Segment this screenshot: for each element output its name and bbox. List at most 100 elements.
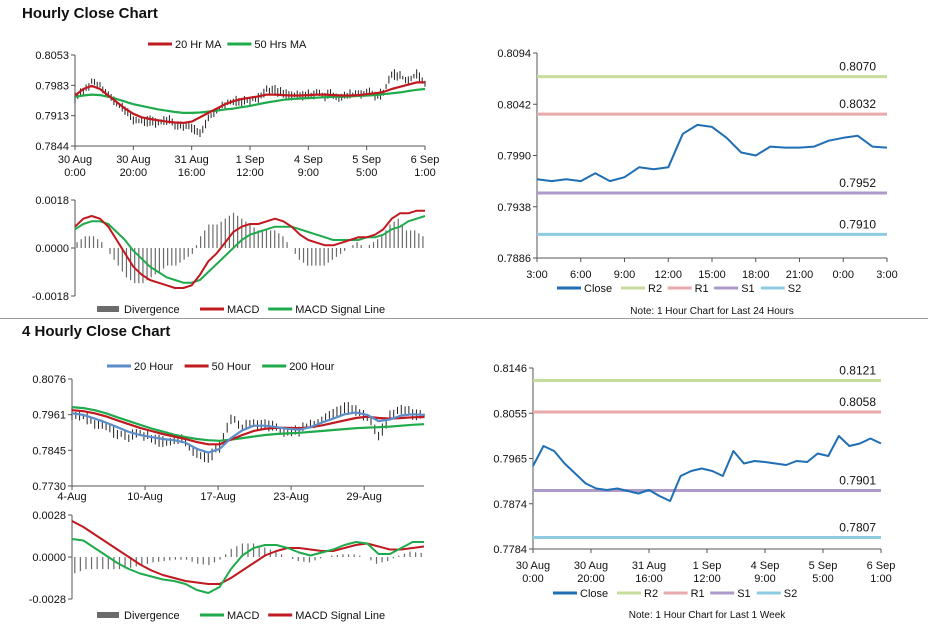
fhmacd-ytick-label: -0.0028 (29, 594, 66, 606)
fhclose-legend-label: S2 (784, 588, 797, 600)
hclose-level-s1-label: 0.7952 (839, 176, 876, 190)
fhprice-ytick-label: 0.8076 (32, 374, 66, 386)
fhclose-close-line (532, 435, 882, 502)
hclose-legend-label: R2 (648, 283, 662, 295)
fhclose-level-r2-label: 0.8121 (839, 364, 876, 378)
fhclose-legend-label: R1 (691, 588, 705, 600)
fhclose-level-r1-label: 0.8058 (839, 395, 876, 409)
fhprice-20hr-line (71, 411, 425, 454)
four-hourly-chart-title: 4 Hourly Close Chart (22, 323, 171, 340)
hmacd-legend-swatch (97, 306, 119, 312)
fhmacd-legend-swatch (97, 612, 119, 618)
fhprice-200hr-line (71, 406, 425, 442)
hprice-xtick-label: 16:00 (178, 167, 206, 179)
fhclose-xtick-label: 5 Sep (809, 560, 838, 572)
hprice-xtick-label: 31 Aug (175, 154, 209, 166)
hclose-legend-label: Close (584, 283, 612, 295)
hprice-50hr-ma-line (74, 87, 426, 115)
fhmacd-legend-label: MACD (227, 610, 259, 622)
fhprice-legend-label: 20 Hour (134, 361, 173, 373)
fhprice-xtick-label: 10-Aug (127, 491, 162, 503)
fhclose-ytick-label: 0.8055 (493, 408, 527, 420)
fhprice-xtick-label: 29-Aug (346, 491, 381, 503)
hclose-xtick-label: 3:00 (876, 269, 897, 281)
fhclose-legend-label: R2 (644, 588, 658, 600)
fhclose-note: Note: 1 Hour Chart for Last 1 Week (629, 610, 787, 621)
fhclose-level-s2-label: 0.7807 (839, 521, 876, 535)
fhmacd-macd-line (71, 538, 424, 594)
hclose-xtick-label: 3:00 (526, 269, 547, 281)
fhmacd-legend-label: Divergence (124, 610, 180, 622)
hclose-level-s2-label: 0.7910 (839, 217, 876, 231)
hprice-xtick-label: 30 Aug (58, 154, 92, 166)
fhprice-legend-label: 200 Hour (289, 361, 335, 373)
fhprice-legend-label: 50 Hour (212, 361, 251, 373)
fhclose-xtick-label: 6 Sep (867, 560, 896, 572)
hprice-xtick-label: 1 Sep (236, 154, 265, 166)
hmacd-ytick-label: 0.0018 (35, 195, 69, 207)
fhprice-xtick-label: 17-Aug (200, 491, 235, 503)
fhclose-ytick-label: 0.7965 (493, 454, 527, 466)
fhclose-xtick-label: 31 Aug (632, 560, 666, 572)
hprice-ytick-label: 0.8053 (35, 50, 69, 62)
hclose-ytick-label: 0.7886 (497, 253, 531, 265)
fhclose-xtick-label: 0:00 (522, 573, 543, 585)
hclose-xtick-label: 21:00 (786, 269, 814, 281)
fhclose-ytick-label: 0.7784 (493, 544, 527, 556)
hprice-xtick-label: 30 Aug (116, 154, 150, 166)
fhclose-ytick-label: 0.8146 (493, 363, 527, 375)
hprice-xtick-label: 0:00 (64, 167, 85, 179)
hprice-20hr-ma-line (74, 81, 425, 125)
fhmacd-legend-label: MACD Signal Line (295, 610, 385, 622)
fhprice-ytick-label: 0.7961 (32, 410, 66, 422)
hclose-level-r2-label: 0.8070 (839, 60, 876, 74)
fhprice-ytick-label: 0.7845 (32, 445, 66, 457)
fhclose-xtick-label: 12:00 (693, 573, 721, 585)
fhprice-xtick-label: 4-Aug (57, 491, 86, 503)
hprice-ytick-label: 0.7913 (35, 111, 69, 123)
hprice-xtick-label: 4 Sep (294, 154, 323, 166)
hprice-xtick-label: 5:00 (356, 167, 377, 179)
hprice-xtick-label: 6 Sep (411, 154, 440, 166)
hclose-legend-label: S1 (741, 283, 754, 295)
hclose-legend-label: S2 (788, 283, 801, 295)
fhclose-xtick-label: 20:00 (577, 573, 605, 585)
fhclose-xtick-label: 1 Sep (693, 560, 722, 572)
hmacd-legend-label: MACD (227, 304, 259, 316)
section-divider (0, 318, 928, 319)
hprice-xtick-label: 12:00 (236, 167, 264, 179)
hclose-ytick-label: 0.8042 (497, 99, 531, 111)
fhclose-xtick-label: 4 Sep (751, 560, 780, 572)
hprice-legend-label: 50 Hrs MA (254, 39, 307, 51)
hclose-ytick-label: 0.8094 (497, 48, 531, 60)
hclose-xtick-label: 6:00 (570, 269, 591, 281)
hclose-xtick-label: 0:00 (833, 269, 854, 281)
fhclose-legend-label: S1 (737, 588, 750, 600)
hmacd-legend-label: Divergence (124, 304, 180, 316)
hclose-xtick-label: 12:00 (654, 269, 682, 281)
hprice-ytick-label: 0.7844 (35, 141, 69, 153)
fhprice-ytick-label: 0.7730 (32, 481, 66, 493)
fhclose-ytick-label: 0.7874 (493, 499, 527, 511)
hclose-level-r1-label: 0.8032 (839, 97, 876, 111)
hprice-xtick-label: 1:00 (414, 167, 435, 179)
fhclose-xtick-label: 30 Aug (574, 560, 608, 572)
hmacd-ytick-label: 0.0000 (35, 243, 69, 255)
hmacd-ytick-label: -0.0018 (32, 291, 69, 303)
fhmacd-ytick-label: 0.0028 (32, 510, 66, 522)
hmacd-macd-line (74, 209, 425, 289)
fhclose-xtick-label: 30 Aug (516, 560, 550, 572)
hclose-xtick-label: 18:00 (742, 269, 770, 281)
hprice-xtick-label: 5 Sep (352, 154, 381, 166)
hourly-chart-title: Hourly Close Chart (22, 5, 158, 22)
fhprice-xtick-label: 23-Aug (273, 491, 308, 503)
fhprice-50hr-line (71, 409, 425, 446)
hclose-xtick-label: 9:00 (614, 269, 635, 281)
hmacd-legend-label: MACD Signal Line (295, 304, 385, 316)
hclose-close-line (536, 123, 888, 183)
